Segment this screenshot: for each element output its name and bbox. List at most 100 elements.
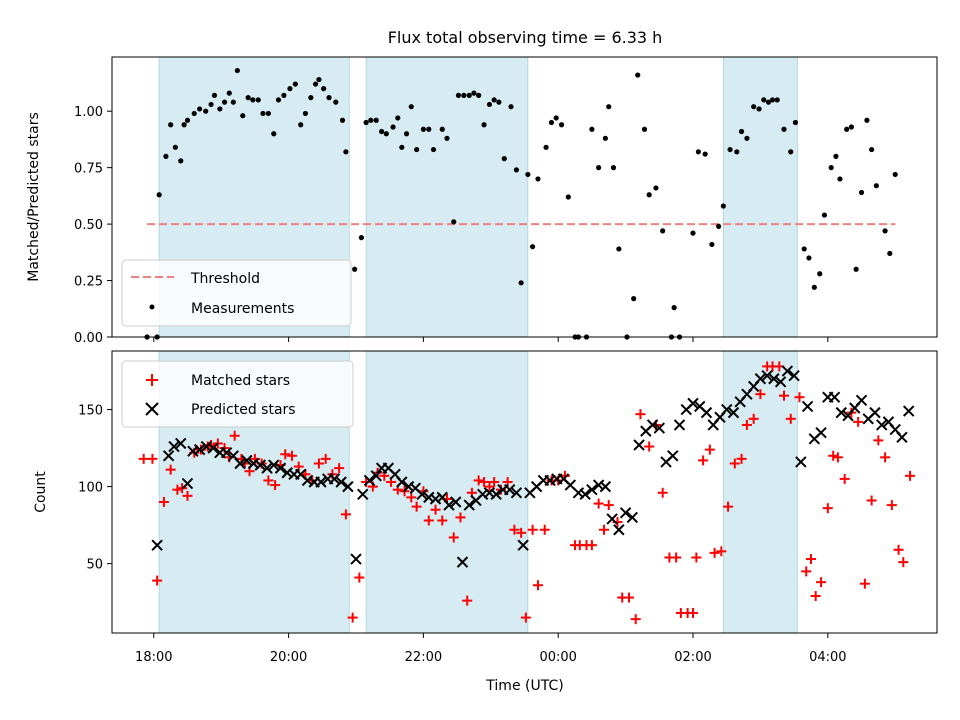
predicted-star-point bbox=[592, 479, 605, 491]
predicted-star-point bbox=[626, 511, 639, 524]
predicted-star-point bbox=[619, 507, 632, 519]
measurement-point bbox=[508, 104, 514, 110]
measurement-point bbox=[444, 135, 450, 141]
measurement-point bbox=[727, 146, 733, 153]
predicted-star-point bbox=[241, 454, 253, 467]
matched-star-point bbox=[361, 476, 372, 487]
measurement-point bbox=[245, 95, 251, 101]
x-tick-label: 04:00 bbox=[809, 650, 846, 665]
predicted-star-point bbox=[727, 406, 740, 419]
x-tick-label: 00:00 bbox=[539, 650, 576, 665]
predicted-star-point bbox=[673, 419, 686, 431]
predicted-star-point bbox=[247, 457, 260, 470]
matched-star-point bbox=[603, 500, 614, 511]
matched-star-point bbox=[816, 577, 827, 588]
bottom-y-axis-label: Count bbox=[33, 471, 49, 513]
matched-star-point bbox=[873, 435, 884, 446]
predicted-star-point bbox=[586, 483, 598, 496]
measurement-point bbox=[234, 67, 240, 74]
matched-star-point bbox=[229, 430, 240, 441]
measurement-point bbox=[281, 92, 287, 98]
matched-star-point bbox=[736, 453, 747, 464]
matched-star-point bbox=[280, 449, 291, 460]
measurement-point bbox=[312, 81, 319, 87]
measurement-point bbox=[491, 97, 497, 103]
measurement-point bbox=[496, 99, 502, 105]
measurement-point bbox=[702, 151, 708, 157]
measurement-point bbox=[168, 122, 174, 128]
predicted-star-point bbox=[342, 480, 354, 493]
top-y-axis-label: Matched/Predicted stars bbox=[26, 112, 42, 282]
measurement-point bbox=[734, 149, 740, 155]
measurement-point bbox=[602, 135, 608, 141]
predicted-star-point bbox=[483, 487, 496, 499]
measurement-point bbox=[873, 183, 879, 189]
measurement-point bbox=[828, 165, 834, 171]
predicted-star-point bbox=[667, 450, 679, 462]
predicted-star-point bbox=[815, 426, 827, 439]
matched-star-point bbox=[158, 497, 169, 508]
predicted-star-point bbox=[268, 459, 280, 471]
y-tick-label: 1.00 bbox=[74, 105, 103, 120]
predicted-star-point bbox=[801, 400, 814, 413]
matched-star-point bbox=[520, 612, 531, 623]
matched-star-point bbox=[866, 495, 877, 506]
observing-interval-shade bbox=[365, 56, 529, 338]
measurement-point bbox=[695, 149, 701, 155]
measurement-point bbox=[466, 92, 472, 98]
predicted-star-point bbox=[613, 524, 625, 536]
matched-star-point bbox=[688, 607, 699, 618]
measurement-point bbox=[178, 158, 184, 164]
predicted-star-point bbox=[370, 470, 382, 482]
matched-star-point bbox=[430, 504, 441, 515]
predicted-star-point bbox=[572, 487, 585, 499]
top-panel: 0.00 0.25 0.50 0.75 1.00 Matched/Predicted s… bbox=[26, 56, 938, 346]
measurements-points bbox=[144, 67, 898, 340]
matched-star-point bbox=[716, 546, 727, 557]
measurement-point bbox=[518, 280, 524, 286]
predicted-star-point bbox=[443, 499, 455, 511]
measurement-point bbox=[671, 305, 677, 311]
measurement-point bbox=[172, 144, 178, 150]
matched-star-point bbox=[709, 547, 720, 558]
measurement-point bbox=[420, 126, 426, 132]
measurement-point bbox=[610, 165, 617, 171]
measurement-point bbox=[535, 176, 541, 182]
measurement-point bbox=[631, 296, 637, 302]
measurement-point bbox=[769, 97, 776, 103]
predicted-star-point bbox=[416, 488, 428, 501]
measurement-point bbox=[596, 165, 602, 171]
predicted-star-point bbox=[653, 422, 666, 434]
matched-stars-legend-swatch bbox=[146, 374, 158, 386]
predicted-star-point bbox=[700, 406, 713, 419]
measurement-point bbox=[501, 156, 507, 162]
matched-star-point bbox=[859, 578, 870, 589]
matched-star-point bbox=[898, 557, 909, 568]
measurement-point bbox=[358, 235, 364, 241]
measurement-point bbox=[887, 250, 893, 257]
predicted-star-point bbox=[687, 397, 699, 410]
top-y-ticks: 0.00 0.25 0.50 0.75 1.00 bbox=[74, 105, 112, 346]
measurement-point bbox=[368, 117, 374, 123]
matched-star-point bbox=[755, 389, 766, 400]
matched-star-point bbox=[741, 419, 752, 430]
matched-star-point bbox=[516, 527, 527, 538]
measurement-point bbox=[833, 153, 839, 159]
measurement-point bbox=[363, 119, 369, 126]
predicted-star-point bbox=[510, 487, 523, 499]
predicted-star-point bbox=[761, 369, 773, 382]
measurement-point bbox=[565, 194, 571, 200]
predicted-star-point bbox=[175, 437, 187, 450]
predicted-star-point bbox=[606, 513, 618, 525]
y-tick-label: 0.25 bbox=[74, 275, 103, 290]
measurement-point bbox=[316, 76, 322, 83]
measurement-point bbox=[848, 124, 854, 130]
measurement-point bbox=[255, 97, 261, 103]
measurement-point bbox=[806, 255, 812, 261]
predicted-star-point bbox=[855, 394, 868, 407]
matched-star-point bbox=[657, 487, 668, 498]
matched-star-point bbox=[340, 509, 351, 520]
measurement-point bbox=[321, 86, 327, 92]
measurement-point bbox=[302, 110, 309, 117]
